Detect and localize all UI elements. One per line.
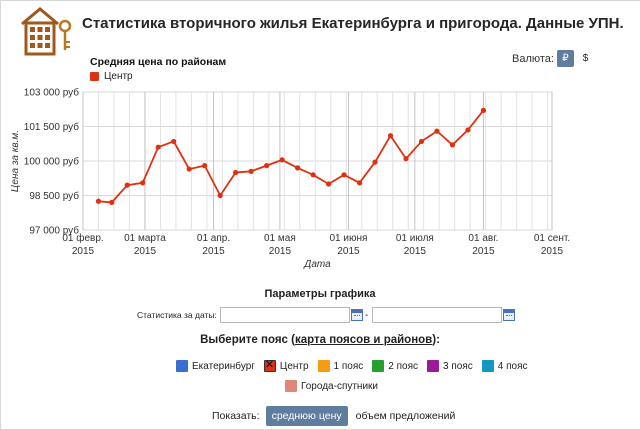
- chart-legend[interactable]: Центр: [90, 71, 133, 82]
- belt-label: 2 пояс: [388, 360, 419, 372]
- data-point: [202, 163, 208, 169]
- belt-2[interactable]: 2 пояс: [372, 360, 418, 372]
- y-tick-label: 97 000 руб: [29, 225, 79, 237]
- params-title: Параметры графика: [264, 288, 376, 300]
- belt-checkbox[interactable]: [481, 360, 494, 372]
- house-key-logo-icon: [21, 7, 72, 56]
- data-point: [418, 138, 425, 145]
- currency-rub-button[interactable]: ₽: [556, 50, 574, 67]
- x-tick-label: 01 июля: [396, 233, 434, 244]
- calendar-to-icon[interactable]: [503, 309, 516, 321]
- x-tick-year-label: 2015: [337, 246, 360, 257]
- y-tick-label: 103 000 руб: [24, 87, 79, 99]
- date-separator: -: [364, 309, 369, 321]
- belt-label: 4 пояс: [497, 360, 528, 372]
- data-point: [217, 192, 223, 199]
- x-tick-label: 01 сент.: [534, 233, 570, 244]
- y-tick-label: 98 500 руб: [29, 190, 79, 202]
- belt-label: 3 пояс: [443, 360, 473, 372]
- x-tick-label: 01 мая: [264, 233, 296, 244]
- legend-swatch: [90, 72, 99, 81]
- x-tick-label: 01 февр.: [62, 232, 103, 244]
- data-point: [95, 198, 102, 204]
- x-tick-year-label: 2015: [134, 246, 157, 257]
- data-point: [248, 168, 254, 174]
- belt-ekaterinburg[interactable]: Екатеринбург: [176, 360, 255, 372]
- chart-title: Средняя цена по районам: [90, 56, 227, 68]
- x-tick-label: 01 марта: [124, 233, 166, 244]
- belt-title-prefix: Выберите пояс (: [200, 334, 295, 346]
- legend-label: Центр: [104, 71, 133, 82]
- y-axis-title: Цена за кв.м.: [10, 130, 21, 192]
- show-volume-button[interactable]: объем предложений: [355, 410, 456, 422]
- show-switch: Показать: среднюю цену объем предложений: [212, 406, 461, 426]
- currency-usd-button[interactable]: $: [582, 53, 589, 64]
- belt-1[interactable]: 1 пояс: [317, 360, 364, 372]
- x-tick-year-label: 2015: [72, 246, 95, 257]
- y-tick-label: 100 000 руб: [24, 156, 79, 168]
- x-tick-year-label: 2015: [472, 246, 495, 257]
- data-point: [356, 180, 363, 186]
- belt-title-suffix: ):: [432, 334, 440, 346]
- x-axis-title: Дата: [303, 259, 331, 270]
- data-point: [310, 172, 316, 178]
- data-point: [155, 144, 161, 150]
- data-point: [449, 142, 456, 148]
- show-label: Показать:: [212, 410, 260, 422]
- belt-label: Города-спутники: [301, 380, 379, 392]
- data-point: [480, 107, 487, 113]
- page-title: Статистика вторичного жилья Екатеринбург…: [82, 15, 624, 32]
- belt-checkbox[interactable]: [263, 358, 276, 372]
- belt-checkbox[interactable]: [285, 380, 297, 392]
- date-from-input[interactable]: [219, 307, 350, 323]
- data-point: [279, 157, 285, 163]
- currency-switch: Валюта: ₽ $: [512, 50, 594, 67]
- belt-list: Екатеринбург Центр 1 пояс 2 пояс 3 пояс …: [176, 358, 536, 372]
- data-point: [341, 172, 347, 178]
- data-point: [465, 127, 471, 133]
- x-tick-label: 01 июня: [330, 233, 368, 244]
- data-point: [264, 163, 270, 169]
- data-point: [403, 156, 409, 162]
- series-line: [98, 109, 485, 204]
- calendar-from-icon[interactable]: [350, 309, 363, 321]
- belt-checkbox[interactable]: [372, 360, 385, 372]
- x-tick-label: 01 авг.: [468, 233, 498, 244]
- belt-checkbox[interactable]: [427, 360, 440, 372]
- belt-checkbox[interactable]: [176, 360, 188, 372]
- y-tick-label: 101 500 руб: [24, 121, 79, 133]
- data-point: [387, 133, 394, 139]
- x-tick-year-label: 2015: [269, 246, 292, 257]
- data-point: [372, 159, 378, 165]
- belt-3[interactable]: 3 пояс: [427, 360, 473, 372]
- data-point: [186, 166, 192, 172]
- belt-label: 1 пояс: [333, 360, 364, 372]
- x-tick-year-label: 2015: [404, 246, 427, 257]
- data-point: [171, 138, 177, 145]
- belt-label: Центр: [279, 360, 309, 372]
- data-point: [140, 180, 146, 186]
- x-tick-year-label: 2015: [541, 246, 564, 257]
- data-point: [294, 165, 301, 171]
- data-point: [233, 169, 239, 176]
- belt-center[interactable]: Центр: [263, 358, 309, 372]
- belt-checkbox[interactable]: [317, 360, 330, 372]
- belt-label: Екатеринбург: [192, 360, 255, 372]
- x-tick-label: 01 апр.: [197, 233, 230, 244]
- belt-map-link[interactable]: карта поясов и районов: [294, 334, 433, 346]
- date-range: Статистика за даты: -: [137, 307, 516, 323]
- dates-label: Статистика за даты:: [137, 310, 217, 320]
- belt-4[interactable]: 4 пояс: [481, 360, 528, 372]
- data-point: [325, 181, 332, 187]
- belt-satellite-cities[interactable]: Города-спутники: [285, 380, 378, 392]
- data-point: [434, 128, 440, 134]
- price-line-chart: 103 000 руб 101 500 руб 100 000 руб 98 500 …: [10, 87, 570, 271]
- date-to-input[interactable]: [372, 307, 503, 323]
- x-tick-year-label: 2015: [202, 246, 225, 257]
- show-avg-price-button[interactable]: среднюю цену: [265, 406, 348, 426]
- currency-label: Валюта:: [512, 52, 554, 65]
- data-point: [109, 199, 115, 205]
- data-point: [124, 182, 130, 188]
- belt-title: Выберите пояс (карта поясов и районов):: [0, 334, 640, 346]
